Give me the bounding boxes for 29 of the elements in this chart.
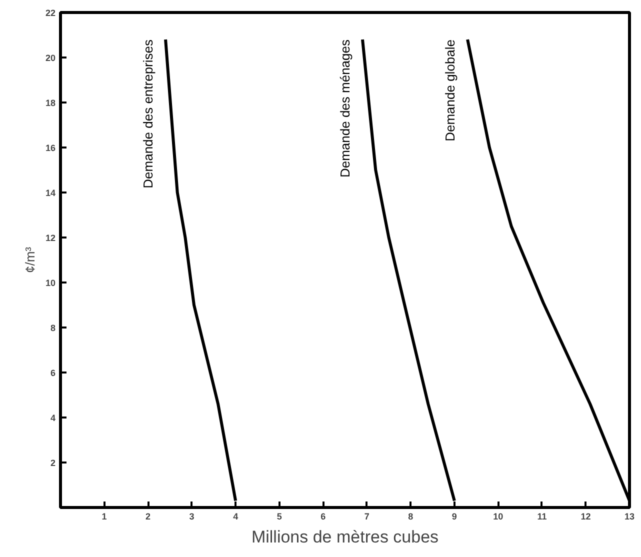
x-tick-label: 4 — [233, 512, 238, 522]
x-tick-label: 13 — [624, 512, 635, 522]
y-tick-label: 12 — [45, 233, 56, 243]
text: Demande des ménages — [338, 39, 353, 178]
y-tick-label: 2 — [50, 458, 56, 468]
x-tick-label: 5 — [276, 512, 282, 522]
x-tick-label: 11 — [537, 512, 547, 522]
x-tick-label: 2 — [146, 512, 151, 522]
text: Demande des entreprises — [140, 39, 156, 188]
y-tick-label: 10 — [45, 278, 56, 288]
x-tick-label: 8 — [408, 512, 414, 522]
y-tick-label: 20 — [45, 53, 56, 63]
x-tick-label: 1 — [102, 512, 107, 522]
x-tick-label: 10 — [493, 512, 504, 522]
text: Demande globale — [442, 40, 458, 142]
x-tick-label: 7 — [364, 512, 370, 522]
y-tick-label: 22 — [45, 8, 56, 18]
y-tick-label: 14 — [45, 188, 56, 198]
y-tick-label: 18 — [45, 98, 56, 108]
x-tick-label: 9 — [452, 512, 457, 522]
y-axis-title: ¢/m³ — [22, 246, 38, 273]
y-tick-label: 8 — [50, 323, 56, 333]
y-tick-label: 4 — [50, 413, 56, 423]
y-tick-label: 16 — [45, 143, 56, 153]
y-tick-label: 6 — [50, 368, 56, 378]
x-tick-label: 12 — [580, 512, 591, 522]
x-tick-label: 3 — [189, 512, 194, 522]
x-axis-title: Millions de mètres cubes — [251, 528, 439, 546]
x-tick-label: 6 — [320, 512, 326, 522]
